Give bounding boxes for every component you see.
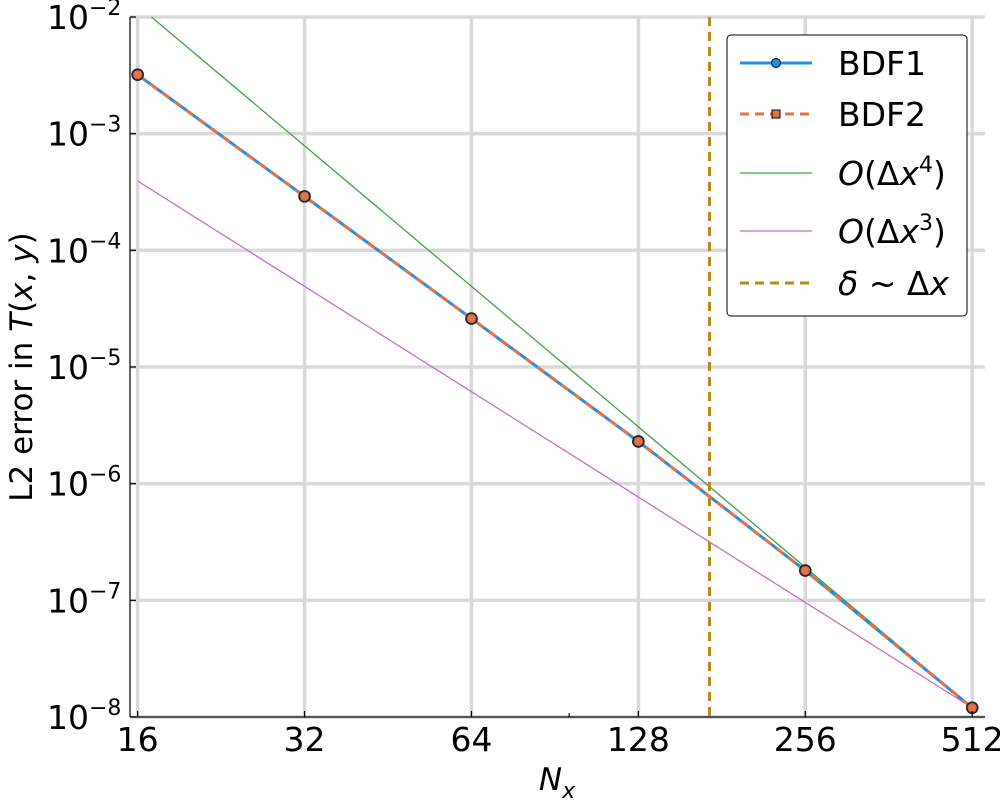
- point-outline: [465, 312, 478, 325]
- series-layer: [131, 17, 979, 717]
- y-tick-label: 10−5: [47, 346, 121, 387]
- point-outline: [298, 190, 311, 203]
- x-tick-label: 16: [117, 720, 159, 759]
- legend-marker-square: [771, 109, 781, 119]
- grid-layer: [130, 15, 985, 719]
- x-axis-label: Nx: [539, 762, 576, 800]
- legend-marker-circle: [771, 58, 781, 68]
- legend-label-2: O(Δx4): [838, 153, 946, 193]
- legend-box: [726, 34, 968, 317]
- legend-label-1: BDF2: [838, 95, 926, 134]
- series-line-1: [136, 73, 974, 709]
- y-tick-label: 10−4: [47, 229, 121, 270]
- x-tick-label: 32: [284, 720, 326, 759]
- x-tick-label: 128: [607, 720, 670, 759]
- ticks-layer: 16 32 64 128 256 512 10−8 10−7 10−6 10−5 10−4 10−3 1…: [47, 0, 1000, 759]
- point-outline: [632, 435, 645, 448]
- legend-label-4: δ ~ Δx: [838, 264, 949, 303]
- y-axis-label: L2 error in T(x, y): [4, 232, 40, 501]
- x-tick-label: 512: [941, 720, 1000, 759]
- x-tick-label: 256: [774, 720, 837, 759]
- y-tick-label: 10−2: [47, 0, 121, 37]
- series-line-2: [150, 17, 973, 709]
- y-tick-label: 10−7: [47, 579, 121, 620]
- y-tick-label: 10−3: [47, 113, 121, 154]
- point-outline: [798, 564, 812, 577]
- legend-label-3: O(Δx3): [838, 211, 946, 251]
- y-tick-label: 10−6: [47, 463, 121, 504]
- y-tick-label: 10−8: [47, 696, 121, 737]
- series-line-3: [137, 180, 973, 709]
- x-tick-label: 64: [450, 720, 492, 759]
- legend-label-0: BDF1: [838, 44, 926, 83]
- legend: BDF1 BDF2 O(Δx4) O(Δx3) δ ~ Δx: [726, 34, 968, 317]
- point-outline: [131, 68, 144, 82]
